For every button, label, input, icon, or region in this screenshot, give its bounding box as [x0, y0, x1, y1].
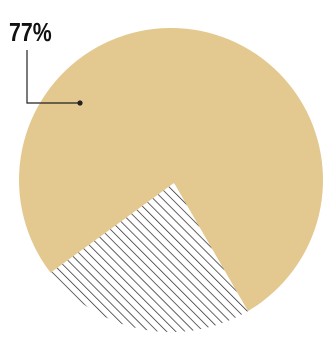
label-leader-line	[26, 50, 80, 104]
pie-slice-23	[50, 183, 248, 332]
data-label-77: 77%	[9, 18, 52, 48]
pie-slice-77	[18, 27, 323, 312]
label-leader-dot	[77, 100, 83, 106]
